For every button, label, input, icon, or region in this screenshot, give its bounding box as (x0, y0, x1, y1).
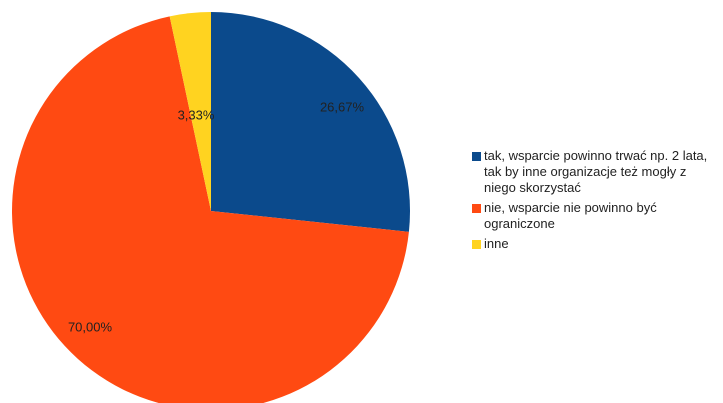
pie-slice-3 (169, 12, 211, 211)
legend-label-2: nie, wsparcie nie powinno być ograniczon… (484, 200, 657, 231)
legend-item-2: nie, wsparcie nie powinno być ograniczon… (472, 200, 712, 232)
data-label-2: 70,00% (68, 319, 113, 334)
legend: tak, wsparcie powinno trwać np. 2 lata, … (472, 148, 712, 256)
legend-swatch-1 (472, 152, 481, 161)
pie-data-labels: 26,67% 70,00% 3,33% (68, 99, 365, 334)
legend-label-1: tak, wsparcie powinno trwać np. 2 lata, … (484, 148, 708, 195)
legend-swatch-2 (472, 204, 481, 213)
data-label-1: 26,67% (320, 99, 365, 114)
pie-slice-1 (211, 12, 411, 232)
pie-slices (12, 12, 411, 403)
legend-item-1: tak, wsparcie powinno trwać np. 2 lata, … (472, 148, 712, 196)
legend-swatch-3 (472, 240, 481, 249)
data-label-3: 3,33% (178, 107, 215, 122)
legend-label-3: inne (484, 236, 509, 251)
pie-slice-2 (12, 16, 409, 403)
legend-item-3: inne (472, 236, 712, 252)
